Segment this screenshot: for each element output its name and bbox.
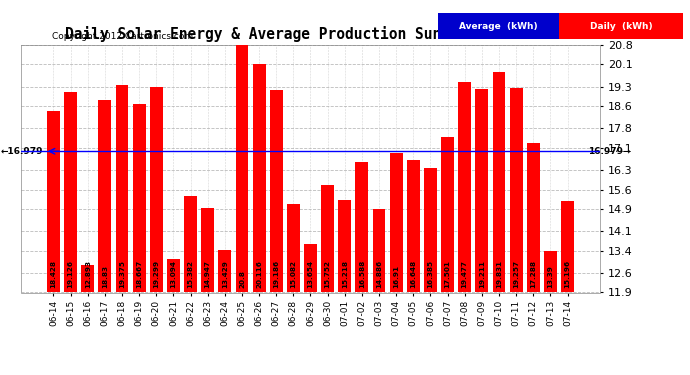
Text: 15.082: 15.082 — [290, 260, 297, 288]
Bar — [270, 90, 283, 292]
Text: Daily  (kWh): Daily (kWh) — [590, 22, 652, 31]
Bar — [219, 250, 231, 292]
Text: 19.831: 19.831 — [496, 260, 502, 288]
Text: 13.094: 13.094 — [170, 261, 177, 288]
Text: 16.979→: 16.979→ — [588, 147, 631, 156]
Text: 19.211: 19.211 — [479, 261, 485, 288]
Text: 19.257: 19.257 — [513, 260, 519, 288]
Bar — [373, 210, 386, 292]
Text: 18.428: 18.428 — [50, 260, 57, 288]
Bar — [390, 153, 402, 292]
Bar — [561, 201, 574, 292]
Text: 19.186: 19.186 — [273, 260, 279, 288]
Text: 13.429: 13.429 — [221, 261, 228, 288]
Text: 13.39: 13.39 — [547, 266, 553, 288]
Bar — [510, 88, 522, 292]
Text: 16.588: 16.588 — [359, 260, 365, 288]
Bar — [475, 89, 489, 292]
Bar — [424, 168, 437, 292]
Bar — [116, 85, 128, 292]
Text: 13.654: 13.654 — [308, 260, 313, 288]
Text: 19.477: 19.477 — [462, 261, 468, 288]
Text: 16.385: 16.385 — [427, 260, 433, 288]
Text: 20.8: 20.8 — [239, 270, 245, 288]
Bar — [167, 259, 180, 292]
Bar — [544, 251, 557, 292]
Text: ←16.979: ←16.979 — [1, 147, 43, 156]
Text: 12.893: 12.893 — [85, 260, 91, 288]
Text: 16.648: 16.648 — [411, 260, 416, 288]
Bar — [304, 244, 317, 292]
Bar — [322, 185, 334, 292]
Text: 15.752: 15.752 — [324, 260, 331, 288]
Bar — [64, 92, 77, 292]
Bar — [338, 200, 351, 292]
Bar — [99, 100, 111, 292]
Bar — [493, 72, 505, 292]
Text: 19.126: 19.126 — [68, 260, 74, 288]
Text: 14.947: 14.947 — [205, 261, 210, 288]
Bar — [132, 104, 146, 292]
Text: 15.382: 15.382 — [188, 260, 194, 288]
Bar — [235, 45, 248, 292]
Bar — [287, 204, 299, 292]
Text: 15.218: 15.218 — [342, 260, 348, 288]
Text: 19.299: 19.299 — [153, 260, 159, 288]
Bar — [458, 82, 471, 292]
Bar — [253, 64, 266, 292]
Text: Average  (kWh): Average (kWh) — [460, 22, 538, 31]
Bar — [47, 111, 60, 292]
Text: 15.196: 15.196 — [564, 260, 571, 288]
Bar — [441, 137, 454, 292]
Text: 18.83: 18.83 — [102, 266, 108, 288]
Text: 16.91: 16.91 — [393, 266, 400, 288]
Text: 19.375: 19.375 — [119, 260, 125, 288]
Bar — [355, 162, 368, 292]
Bar — [150, 87, 163, 292]
Bar — [407, 160, 420, 292]
Text: 20.116: 20.116 — [256, 261, 262, 288]
Text: Copyright 2012 Cartronics.com: Copyright 2012 Cartronics.com — [52, 32, 193, 41]
Title: Daily Solar Energy & Average Production Sun Jul 15 05:38: Daily Solar Energy & Average Production … — [66, 27, 555, 42]
Text: 17.288: 17.288 — [530, 260, 536, 288]
Bar — [184, 196, 197, 292]
Bar — [527, 142, 540, 292]
Text: 14.886: 14.886 — [376, 260, 382, 288]
Bar — [81, 265, 94, 292]
Text: 17.501: 17.501 — [444, 261, 451, 288]
Text: 18.667: 18.667 — [136, 260, 142, 288]
Bar — [201, 208, 214, 292]
